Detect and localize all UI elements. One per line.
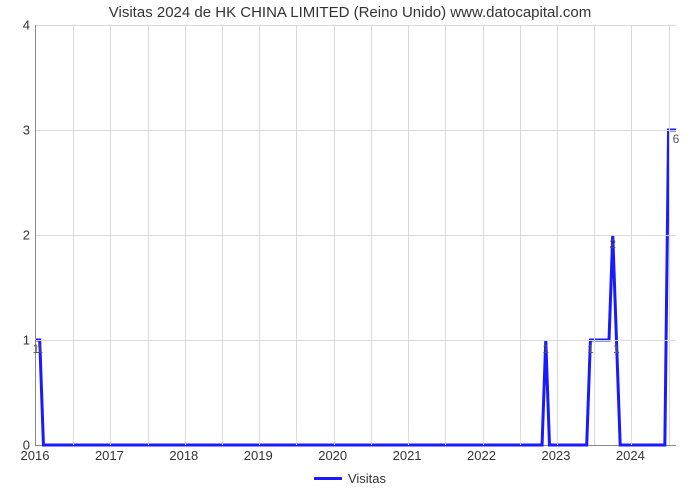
v-gridline bbox=[110, 25, 111, 445]
v-gridline bbox=[594, 25, 595, 445]
x-tick-label: 2020 bbox=[318, 448, 347, 463]
x-tick-label: 2024 bbox=[616, 448, 645, 463]
chart-title: Visitas 2024 de HK CHINA LIMITED (Reino … bbox=[0, 4, 700, 21]
v-gridline bbox=[557, 25, 558, 445]
x-tick-label: 2019 bbox=[244, 448, 273, 463]
x-tick-label: 2023 bbox=[541, 448, 570, 463]
v-gridline bbox=[334, 25, 335, 445]
v-gridline bbox=[222, 25, 223, 445]
y-tick-label: 1 bbox=[5, 333, 30, 348]
y-tick-label: 4 bbox=[5, 18, 30, 33]
y-tick-label: 2 bbox=[5, 228, 30, 243]
v-gridline bbox=[73, 25, 74, 445]
point-label: 1 bbox=[542, 342, 549, 356]
v-gridline bbox=[296, 25, 297, 445]
v-gridline bbox=[669, 25, 670, 445]
point-label: 1 bbox=[587, 342, 594, 356]
v-gridline bbox=[408, 25, 409, 445]
y-tick-label: 3 bbox=[5, 123, 30, 138]
v-gridline bbox=[520, 25, 521, 445]
x-tick-label: 2021 bbox=[393, 448, 422, 463]
h-gridline bbox=[36, 235, 676, 236]
v-gridline bbox=[371, 25, 372, 445]
x-tick-label: 2017 bbox=[95, 448, 124, 463]
legend-label: Visitas bbox=[348, 471, 386, 486]
x-tick-label: 2018 bbox=[169, 448, 198, 463]
v-gridline bbox=[148, 25, 149, 445]
x-tick-label: 2022 bbox=[467, 448, 496, 463]
legend: Visitas bbox=[0, 470, 700, 486]
v-gridline bbox=[483, 25, 484, 445]
x-tick-label: 2016 bbox=[21, 448, 50, 463]
h-gridline bbox=[36, 130, 676, 131]
point-label: 1 bbox=[36, 342, 43, 356]
v-gridline bbox=[259, 25, 260, 445]
h-gridline bbox=[36, 340, 676, 341]
plot-area: 1111216 bbox=[35, 25, 676, 446]
h-gridline bbox=[36, 25, 676, 26]
v-gridline bbox=[185, 25, 186, 445]
v-gridline bbox=[631, 25, 632, 445]
point-label: 2 bbox=[609, 237, 616, 251]
point-label: 6 bbox=[673, 132, 680, 146]
point-label: 1 bbox=[613, 342, 620, 356]
v-gridline bbox=[445, 25, 446, 445]
legend-swatch bbox=[314, 477, 342, 480]
